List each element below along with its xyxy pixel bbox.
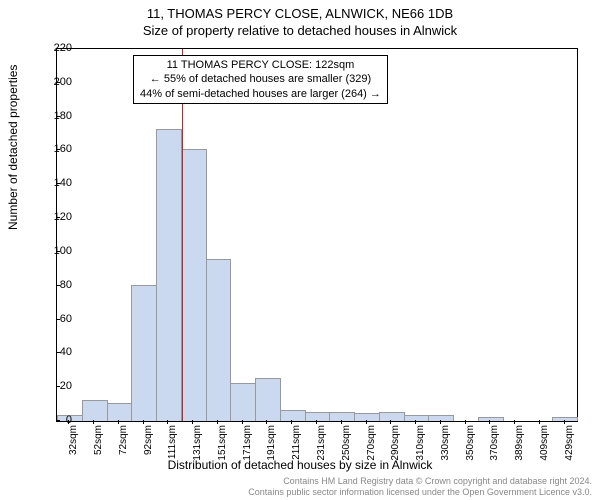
footer-attribution: Contains HM Land Registry data © Crown c… [248,476,592,498]
y-axis-label: Number of detached properties [6,65,20,230]
histogram-bar [305,412,331,421]
histogram-bar [329,412,355,421]
histogram-bar [280,410,306,421]
page-subtitle: Size of property relative to detached ho… [0,21,600,38]
page-title: 11, THOMAS PERCY CLOSE, ALNWICK, NE66 1D… [0,0,600,21]
histogram-bar [428,415,454,421]
histogram-bar [255,378,281,421]
annotation-box: 11 THOMAS PERCY CLOSE: 122sqm ← 55% of d… [133,55,388,104]
histogram-bar [552,417,578,421]
histogram-bar [478,417,504,421]
histogram-bar [354,413,380,421]
histogram-bar [131,285,157,421]
histogram-bar [230,383,256,421]
histogram-bar [82,400,108,421]
histogram-bar [206,259,232,421]
histogram-bar [107,403,133,421]
histogram-bar [156,129,182,421]
annotation-line2: ← 55% of detached houses are smaller (32… [140,72,381,86]
annotation-line3: 44% of semi-detached houses are larger (… [140,87,381,101]
property-marker-line [182,49,183,421]
chart-area: 11 THOMAS PERCY CLOSE: 122sqm ← 55% of d… [56,48,578,422]
histogram-bar [404,415,430,421]
annotation-line1: 11 THOMAS PERCY CLOSE: 122sqm [140,58,381,72]
histogram-bar [379,412,405,421]
histogram-bar [181,149,207,421]
x-axis-label: Distribution of detached houses by size … [0,458,600,472]
